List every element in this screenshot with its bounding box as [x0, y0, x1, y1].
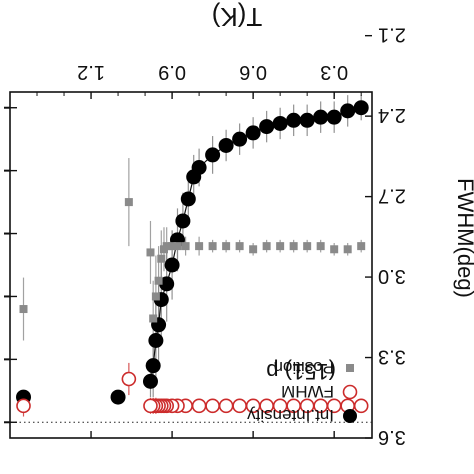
- position-point: [149, 314, 158, 323]
- intensity-point: [272, 115, 288, 131]
- intensity-point: [145, 358, 161, 374]
- intensity-point: [259, 119, 275, 135]
- x-axis-label: T(K): [212, 2, 263, 32]
- plot-frame: [9, 91, 373, 439]
- position-point: [157, 254, 166, 263]
- position-point: [19, 305, 28, 314]
- position-point: [316, 242, 325, 251]
- intensity-point: [353, 100, 369, 116]
- fwhm-point: [191, 398, 207, 414]
- position-point: [235, 242, 244, 251]
- position-point: [357, 242, 366, 251]
- position-point: [262, 242, 271, 251]
- intensity-point: [142, 373, 158, 389]
- position-point: [289, 242, 298, 251]
- intensity-point: [180, 191, 196, 207]
- intensity-point: [186, 169, 202, 185]
- y2-tick-label: 2.7: [378, 185, 406, 207]
- position-point: [168, 242, 177, 251]
- position-point: [208, 242, 217, 251]
- intensity-point: [218, 137, 234, 153]
- intensity-point: [164, 257, 180, 273]
- intensity-point: [175, 213, 191, 229]
- legend-label: Position: [274, 358, 334, 377]
- position-point: [330, 245, 339, 254]
- data-points-layer: [16, 100, 369, 414]
- legend-label: FWHM: [281, 382, 334, 401]
- legend: Int.Intensity FWHM Position: [247, 358, 358, 425]
- legend-marker: [346, 364, 354, 372]
- y2-tick-label: 2.1: [378, 24, 406, 46]
- intensity-point: [286, 112, 302, 128]
- intensity-point: [313, 109, 329, 125]
- intensity-point: [110, 389, 126, 405]
- legend-marker: [343, 409, 357, 423]
- position-point: [276, 242, 285, 251]
- x-tick-label: 0.3: [320, 61, 348, 83]
- x-tick-label: 0.6: [239, 61, 267, 83]
- intensity-point: [299, 112, 315, 128]
- fwhm-point: [353, 398, 369, 414]
- intensity-point: [159, 276, 175, 292]
- peak-annotation: (151) p: [266, 359, 336, 384]
- position-point: [124, 198, 133, 207]
- intensity-point: [148, 332, 164, 348]
- y2-tick-label: 3.0: [378, 265, 406, 287]
- x-tick-label: 0.9: [158, 61, 186, 83]
- y2-tick-label: 3.3: [378, 346, 406, 368]
- fwhm-point: [232, 398, 247, 414]
- intensity-point: [232, 131, 248, 147]
- fwhm-point: [205, 398, 220, 414]
- intensity-point: [340, 103, 356, 119]
- position-point: [303, 242, 312, 251]
- intensity-point: [205, 147, 221, 163]
- position-point: [154, 276, 163, 285]
- legend-label: Int.Intensity: [247, 406, 334, 425]
- y2-tick-label: 3.6: [378, 426, 406, 448]
- position-point: [195, 242, 204, 251]
- x-tick-label: 1.2: [77, 61, 105, 83]
- fwhm-point: [143, 398, 158, 414]
- y2-tick-label: 2.4: [378, 104, 406, 126]
- fwhm-point: [121, 371, 137, 387]
- position-point: [249, 245, 258, 254]
- y2-axis-label: FWHM(deg): [453, 178, 474, 298]
- legend-marker: [342, 384, 358, 400]
- intensity-point: [326, 109, 342, 125]
- position-point: [181, 242, 190, 251]
- position-point: [343, 245, 352, 254]
- axes-layer: 0.3 0.6 0.9 1.2 2.1 2.4 2.7 3.0 3.3 3.6: [4, 24, 406, 448]
- position-point: [146, 248, 155, 257]
- intensity-point: [245, 125, 261, 141]
- position-point: [222, 242, 231, 251]
- position-point: [159, 245, 168, 254]
- position-point: [173, 242, 182, 251]
- fwhm-point: [218, 398, 234, 414]
- fwhm-point: [16, 398, 31, 414]
- position-point: [151, 292, 160, 301]
